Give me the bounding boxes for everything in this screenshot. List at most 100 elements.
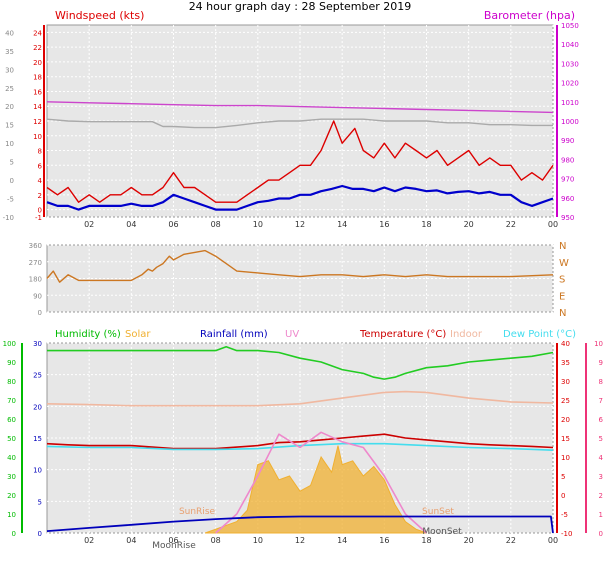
- direction-axis-tick-label: 0: [38, 309, 42, 317]
- humidity-axis-tick-label: 50: [7, 435, 16, 443]
- uv-axis-tick-label: 4: [599, 454, 604, 462]
- temp-humidity-x-tick-label: 02: [84, 536, 94, 545]
- barometer-axis-tick-label: 960: [561, 195, 574, 203]
- barometer-axis-tick-label: 980: [561, 156, 574, 164]
- uv-axis-tick-label: 0: [599, 530, 603, 538]
- uv-axis-tick-label: 7: [599, 397, 603, 405]
- left-secondary-axis-tick-label: 35: [5, 48, 14, 56]
- windspeed-axis-tick-label: 2: [38, 192, 42, 200]
- temperature-axis-tick-label: 30: [561, 378, 570, 386]
- rainfall-axis-tick-label: 0: [38, 530, 42, 538]
- uv-axis-tick-label: 10: [594, 340, 603, 348]
- humidity-axis-tick-label: 20: [7, 492, 16, 500]
- rainfall-axis-tick-label: 25: [33, 372, 42, 380]
- windspeed-axis-tick-label: 0: [38, 207, 42, 215]
- temp-humidity-x-tick-label: 00: [548, 536, 558, 545]
- rainfall-axis-tick-label: 10: [33, 467, 42, 475]
- humidity-axis-tick-label: 100: [3, 340, 16, 348]
- wind-baro-x-tick-label: 08: [211, 220, 221, 229]
- barometer-axis-tick-label: 950: [561, 214, 574, 222]
- direction-axis-tick-label: 180: [29, 276, 42, 284]
- solar-area: [204, 445, 427, 534]
- compass-tick-label: N: [559, 308, 566, 319]
- wind-baro-x-tick-label: 06: [168, 220, 178, 229]
- windspeed-axis-tick-label: 20: [33, 59, 42, 67]
- humidity-line: [47, 345, 554, 380]
- temperature-axis-tick-label: 25: [561, 397, 570, 405]
- indoor-legend: Indoor: [450, 329, 483, 340]
- barometer-axis-tick-label: 1020: [561, 80, 579, 88]
- barometer-axis-tick-label: 1010: [561, 99, 579, 107]
- temp-humidity-x-tick-label: 14: [337, 536, 347, 545]
- left-secondary-axis-tick-label: 15: [5, 122, 14, 130]
- barometer-axis-tick-label: 1000: [561, 118, 579, 126]
- wind-baro-x-tick-label: 16: [379, 220, 389, 229]
- barometer-axis-tick-label: 1030: [561, 60, 579, 68]
- barometer-line: [46, 101, 554, 114]
- direction-axis-tick-label: 90: [33, 292, 42, 300]
- humidity-legend: Humidity (%): [55, 329, 121, 340]
- humidity-axis-tick-label: 90: [7, 359, 16, 367]
- temp-humidity-panel: 0102030405060708090100051015202530-10-50…: [3, 329, 604, 551]
- compass-tick-label: S: [559, 275, 565, 286]
- humidity-axis-tick-label: 60: [7, 416, 16, 424]
- left-secondary-axis-tick-label: 10: [5, 140, 14, 148]
- temperature-line: [46, 433, 554, 450]
- temperature-axis-tick-label: 15: [561, 435, 570, 443]
- wind-baro-x-tick-label: 22: [506, 220, 516, 229]
- compass-tick-label: N: [559, 241, 566, 252]
- windspeed-axis-tick-label: 10: [33, 133, 42, 141]
- humidity-axis-tick-label: 70: [7, 397, 16, 405]
- windspeed-axis-tick-label: 4: [38, 177, 43, 185]
- temperature-axis-tick-label: 10: [561, 454, 570, 462]
- wind-baro-x-tick-label: 14: [337, 220, 347, 229]
- sunset-label: SunSet: [422, 507, 454, 517]
- rainfall-axis-tick-label: 15: [33, 435, 42, 443]
- temp-humidity-x-tick-label: 06: [168, 536, 178, 545]
- windspeed-axis-tick-label: 16: [33, 88, 42, 96]
- uv-axis-tick-label: 8: [599, 378, 603, 386]
- barometer-axis-tick-label: 1040: [561, 41, 579, 49]
- barometer-axis-tick-label: 990: [561, 137, 574, 145]
- windspeed-axis-tick-label: 12: [33, 118, 42, 126]
- wind-baro-x-tick-label: 20: [464, 220, 474, 229]
- barometer-axis-tick-label: 970: [561, 176, 574, 184]
- temp-humidity-x-tick-label: 10: [253, 536, 263, 545]
- windspeed-axis-tick-label: 8: [38, 148, 42, 156]
- compass-tick-label: E: [559, 291, 565, 302]
- left-secondary-axis-tick-label: 30: [5, 66, 14, 74]
- wind-baro-x-tick-label: 18: [421, 220, 431, 229]
- uv-axis-tick-label: 2: [599, 492, 603, 500]
- left-secondary-axis-tick-label: -5: [7, 196, 14, 204]
- compass-tick-label: W: [559, 258, 569, 269]
- uv-axis-tick-label: 1: [599, 511, 603, 519]
- humidity-axis-tick-label: 30: [7, 473, 16, 481]
- left-secondary-axis-tick-label: 5: [10, 159, 14, 167]
- temperature-axis-tick-label: 5: [561, 473, 565, 481]
- humidity-axis-tick-label: 10: [7, 511, 16, 519]
- left-secondary-axis-tick-label: 0: [10, 177, 14, 185]
- wind-direction-line: [46, 249, 554, 283]
- direction-axis-tick-label: 360: [29, 242, 42, 250]
- uv-axis-tick-label: 5: [599, 435, 603, 443]
- wind-baro-x-tick-label: 12: [295, 220, 305, 229]
- temp-humidity-x-tick-label: 16: [379, 536, 389, 545]
- windspeed-axis-tick-label: 22: [33, 44, 42, 52]
- solar-legend: Solar: [125, 329, 151, 340]
- wind-baro-panel: -1024681012141618202224-10-5051015202530…: [3, 9, 579, 229]
- rainfall-line: [46, 515, 554, 534]
- temperature-axis-tick-label: -10: [561, 530, 572, 538]
- barometer-prev-line: [46, 118, 553, 129]
- sunrise-label: SunRise: [179, 507, 216, 517]
- rainfall-axis-tick-label: 30: [33, 340, 42, 348]
- humidity-axis-tick-label: 80: [7, 378, 16, 386]
- temperature-legend: Temperature (°C): [359, 329, 446, 340]
- windspeed-axis-tick-label: 18: [33, 74, 42, 82]
- barometer-axis-tick-label: 1050: [561, 22, 579, 30]
- temp-humidity-x-tick-label: 04: [126, 536, 136, 545]
- indoor-line: [46, 390, 554, 407]
- direction-axis-tick-label: 270: [29, 259, 42, 267]
- uv-legend: UV: [285, 329, 299, 340]
